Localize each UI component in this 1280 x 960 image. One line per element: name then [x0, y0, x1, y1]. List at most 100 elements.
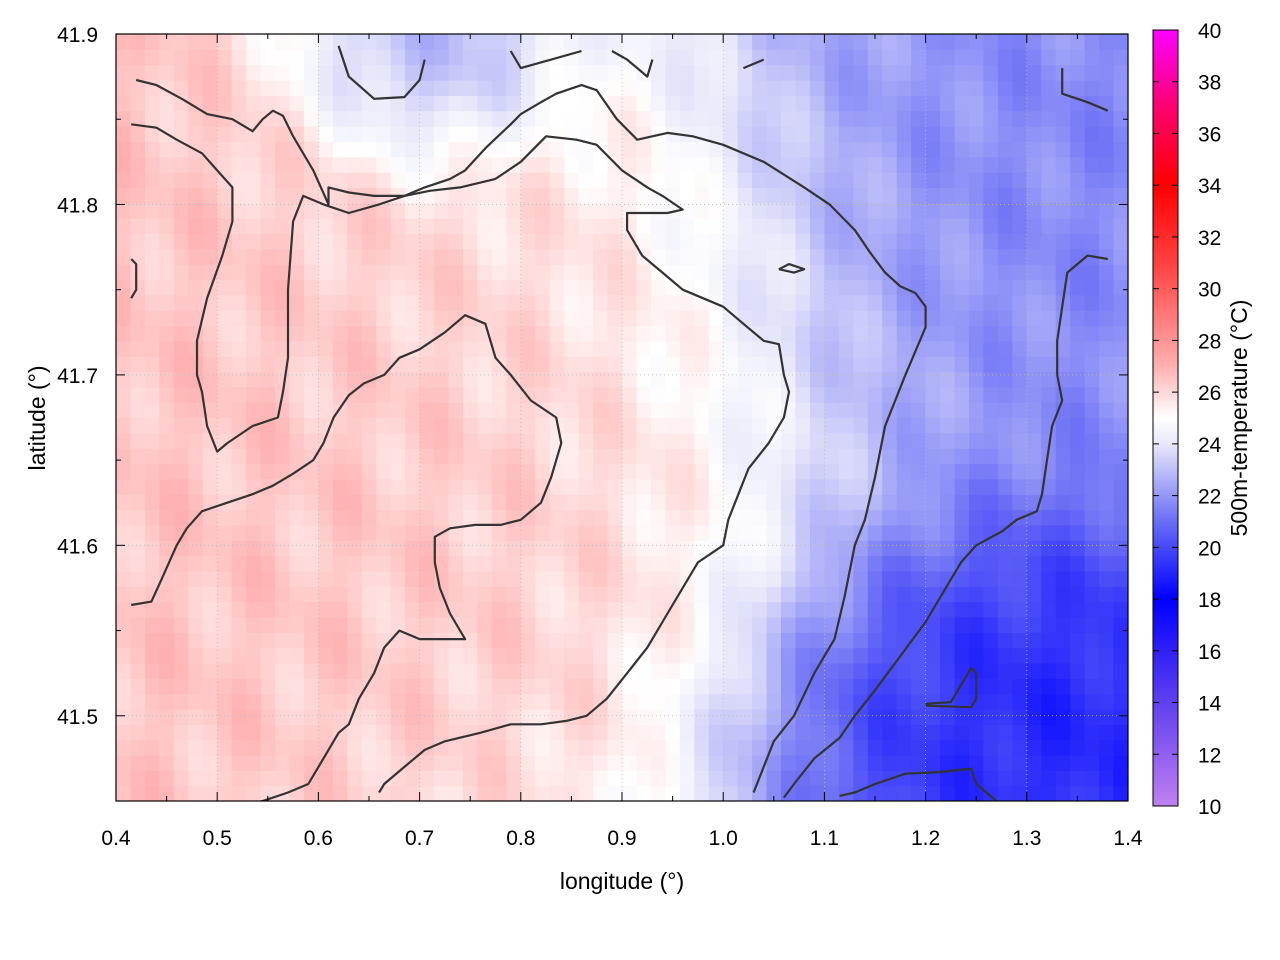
- heatmap-cell: [419, 616, 435, 633]
- heatmap-cell: [188, 64, 204, 81]
- heatmap-cell: [477, 540, 493, 557]
- heatmap-cell: [1099, 34, 1115, 50]
- heatmap-cell: [188, 448, 204, 465]
- heatmap-cell: [896, 739, 912, 756]
- heatmap-cell: [535, 310, 551, 327]
- heatmap-cell: [390, 524, 406, 541]
- heatmap-cell: [853, 310, 869, 327]
- heatmap-cell: [434, 601, 450, 618]
- heatmap-cell: [246, 80, 262, 96]
- heatmap-cell: [607, 126, 623, 142]
- heatmap-cell: [1113, 754, 1128, 771]
- heatmap-cell: [347, 187, 363, 204]
- heatmap-cell: [549, 739, 565, 756]
- heatmap-cell: [911, 509, 927, 526]
- heatmap-cell: [275, 310, 291, 327]
- heatmap-cell: [202, 386, 218, 403]
- heatmap-cell: [246, 494, 262, 511]
- heatmap-cell: [853, 540, 869, 557]
- heatmap-cell: [867, 524, 883, 541]
- heatmap-cell: [116, 64, 132, 81]
- heatmap-cell: [795, 770, 811, 787]
- heatmap-cell: [462, 340, 479, 357]
- heatmap-cell: [202, 325, 218, 342]
- heatmap-cell: [723, 80, 739, 96]
- heatmap-cell: [549, 770, 565, 787]
- heatmap-cell: [506, 126, 522, 142]
- heatmap-cell: [708, 95, 724, 112]
- heatmap-cell: [188, 264, 204, 281]
- heatmap-cell: [376, 739, 392, 756]
- heatmap-cell: [347, 601, 363, 618]
- heatmap-cell: [737, 340, 753, 357]
- heatmap-cell: [231, 172, 247, 188]
- heatmap-cell: [853, 448, 869, 465]
- heatmap-cell: [1084, 310, 1100, 327]
- heatmap-cell: [260, 616, 276, 633]
- heatmap-cell: [737, 632, 753, 649]
- heatmap-cell: [260, 294, 276, 311]
- heatmap-cell: [564, 95, 580, 112]
- heatmap-cell: [1084, 647, 1100, 664]
- heatmap-cell: [535, 524, 551, 541]
- heatmap-cell: [650, 279, 666, 296]
- heatmap-cell: [1113, 570, 1128, 587]
- heatmap-cell: [188, 248, 204, 265]
- heatmap-cell: [275, 187, 291, 204]
- heatmap-cell: [116, 632, 132, 649]
- heatmap-cell: [781, 310, 797, 327]
- heatmap-cell: [665, 80, 681, 96]
- heatmap-cell: [622, 785, 638, 801]
- heatmap-cell: [781, 49, 797, 66]
- heatmap-cell: [838, 264, 854, 281]
- heatmap-cell: [824, 555, 840, 572]
- heatmap-cell: [159, 202, 175, 219]
- heatmap-cell: [347, 586, 363, 603]
- heatmap-cell: [434, 371, 450, 388]
- heatmap-cell: [246, 570, 262, 587]
- heatmap-cell: [332, 448, 348, 465]
- heatmap-cell: [824, 80, 840, 96]
- heatmap-cell: [968, 110, 985, 127]
- heatmap-cell: [549, 478, 565, 495]
- heatmap-cell: [318, 478, 334, 495]
- heatmap-cell: [246, 616, 262, 633]
- heatmap-cell: [954, 478, 970, 495]
- heatmap-cell: [1084, 540, 1100, 557]
- heatmap-cell: [520, 248, 536, 265]
- heatmap-cell: [405, 708, 421, 725]
- heatmap-cell: [303, 141, 319, 158]
- heatmap-cell: [911, 49, 927, 66]
- heatmap-cell: [390, 110, 406, 127]
- x-axis-label: longitude (°): [560, 868, 684, 894]
- heatmap-cell: [361, 616, 377, 633]
- heatmap-cell: [694, 156, 710, 173]
- heatmap-cell: [159, 724, 175, 741]
- heatmap-cell: [303, 555, 319, 572]
- heatmap-cell: [781, 601, 797, 618]
- heatmap-cell: [809, 371, 825, 388]
- heatmap-cell: [549, 616, 565, 633]
- heatmap-cell: [173, 478, 189, 495]
- heatmap-cell: [679, 218, 695, 235]
- heatmap-cell: [882, 693, 898, 710]
- heatmap-cell: [332, 754, 348, 771]
- heatmap-cell: [275, 264, 291, 281]
- heatmap-cell: [1041, 785, 1057, 801]
- heatmap-cell: [535, 708, 551, 725]
- heatmap-cell: [766, 218, 782, 235]
- heatmap-cell: [116, 524, 132, 541]
- heatmap-cell: [434, 110, 450, 127]
- heatmap-cell: [318, 555, 334, 572]
- heatmap-cell: [1113, 325, 1128, 342]
- heatmap-cell: [1084, 616, 1100, 633]
- heatmap-cell: [173, 555, 189, 572]
- heatmap-cell: [217, 279, 233, 296]
- heatmap-cell: [752, 325, 768, 342]
- heatmap-cell: [275, 233, 291, 250]
- heatmap-cell: [130, 49, 146, 66]
- heatmap-cell: [116, 172, 132, 188]
- heatmap-cell: [419, 555, 435, 572]
- heatmap-cell: [347, 218, 363, 235]
- heatmap-cell: [405, 724, 421, 741]
